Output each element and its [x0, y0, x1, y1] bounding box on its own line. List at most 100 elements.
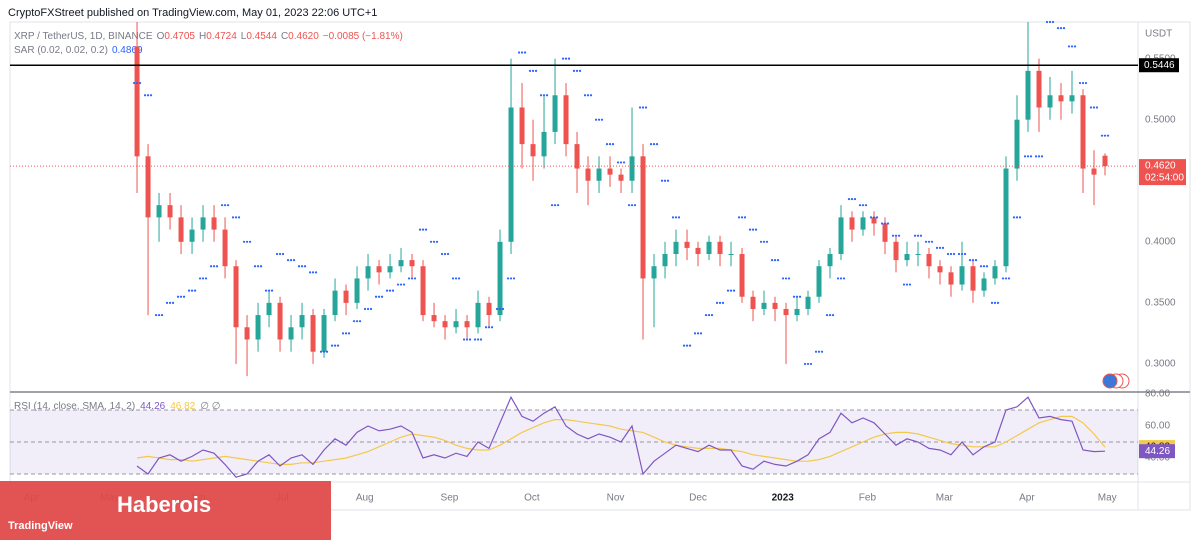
sar-dot	[256, 265, 260, 268]
sar-dot	[498, 307, 502, 311]
sar-dot	[330, 344, 334, 347]
sar-dot	[223, 204, 227, 207]
sar-legend: SAR (0.02, 0.02, 0.2) 0.4869	[14, 45, 143, 56]
sar-dot	[176, 295, 180, 298]
y-tick-label: 0.4000	[1145, 236, 1176, 247]
sar-value: 0.4869	[112, 45, 143, 56]
sar-dot	[1012, 216, 1016, 219]
candle-body	[563, 95, 569, 145]
sar-dot	[190, 289, 194, 292]
sar-dot	[1084, 81, 1088, 85]
sar-dot	[960, 252, 964, 256]
x-tick-label: Sep	[441, 493, 459, 504]
rsi-value: 44.26	[140, 401, 165, 412]
sar-dot	[630, 204, 634, 207]
sar-dot	[633, 204, 637, 207]
rsi-legend: RSI (14, close, SMA, 14, 2) 44.26 46.82 ∅ ∅	[14, 401, 220, 412]
sar-dot	[259, 265, 263, 268]
candle-body	[343, 290, 349, 303]
sar-dot	[575, 69, 579, 72]
sar-dot	[281, 252, 285, 256]
sar-dot	[1078, 81, 1082, 85]
candle-body	[838, 217, 844, 255]
rsi-line	[136, 395, 1106, 478]
last-price-bg	[1139, 159, 1186, 186]
sar-dot	[699, 332, 703, 335]
sar-dot	[528, 69, 532, 72]
sar-dot	[553, 204, 557, 207]
y-tick-label: 0.3000	[1145, 359, 1176, 370]
sar-dot	[319, 350, 323, 353]
sar-dot	[1007, 277, 1011, 280]
publisher-line: CryptoFXStreet published on TradingView.…	[8, 7, 377, 19]
sar-dot	[718, 301, 722, 304]
sar-dot	[418, 228, 422, 231]
sar-dot	[941, 246, 945, 250]
sar-dot	[897, 234, 901, 237]
sar-dot	[985, 265, 989, 268]
sar-dot	[935, 246, 939, 250]
sar-dot	[520, 51, 524, 54]
sar-dot	[996, 301, 1000, 304]
sar-dot	[344, 332, 348, 335]
sar-dot	[1067, 45, 1071, 48]
sar-dot	[608, 143, 612, 146]
sar-dot	[446, 252, 450, 256]
flag-circle	[1102, 373, 1118, 389]
sar-dot	[1018, 216, 1022, 219]
sar-dot	[300, 265, 304, 268]
sar-dot	[363, 307, 367, 311]
candle-body	[574, 144, 580, 169]
rsi-name: RSI (14, close, SMA, 14, 2)	[14, 401, 135, 412]
sar-dot	[1092, 106, 1096, 109]
legend-change: −0.0085 (−1.81%)	[323, 31, 403, 42]
candle-body	[354, 278, 360, 303]
candle-body	[926, 254, 932, 267]
candle-body	[1069, 95, 1075, 102]
sar-dot	[1040, 155, 1044, 158]
sar-dot	[292, 259, 296, 262]
sar-dot	[154, 313, 158, 317]
candle-body	[1014, 119, 1020, 169]
candle-body	[244, 327, 250, 340]
sar-dot	[762, 240, 766, 243]
sar-dot	[245, 240, 249, 243]
sar-dot	[858, 204, 862, 207]
candle-body	[915, 254, 921, 256]
sar-dot	[927, 240, 931, 243]
candle-body	[673, 241, 679, 255]
candle-body	[475, 302, 481, 328]
sar-dot	[303, 265, 307, 268]
sar-dot	[861, 204, 865, 207]
sar-dot	[487, 326, 491, 329]
sar-dot	[726, 289, 730, 292]
sar-dot	[729, 289, 733, 292]
sar-dot	[930, 240, 934, 243]
sar-dot	[512, 277, 516, 280]
sar-dot	[226, 204, 230, 207]
sar-dot	[435, 240, 439, 243]
sar-dot	[550, 204, 554, 207]
sar-dot	[275, 252, 279, 256]
sar-dot	[231, 216, 235, 219]
rsi-tick-label: 60.00	[1145, 421, 1170, 432]
sar-dot	[809, 362, 813, 366]
sar-dot	[817, 350, 821, 353]
sar-dot	[347, 332, 351, 335]
rsi-tick-label: 80.00	[1145, 389, 1170, 400]
sar-dot	[842, 277, 846, 280]
rsi-value-label: 44.26	[1145, 446, 1170, 457]
sar-dot	[721, 301, 725, 304]
candle-body	[365, 266, 371, 279]
sar-dot	[1056, 27, 1060, 30]
candle-body	[486, 302, 492, 316]
sar-dot	[1103, 134, 1107, 137]
sar-dot	[539, 94, 543, 97]
candle-body	[167, 205, 173, 218]
sar-dot	[839, 277, 843, 280]
sar-dot	[146, 94, 150, 97]
sar-dot	[388, 289, 392, 292]
sar-dot	[523, 51, 527, 54]
sar-dot	[468, 338, 472, 341]
candle-body	[1091, 168, 1097, 175]
